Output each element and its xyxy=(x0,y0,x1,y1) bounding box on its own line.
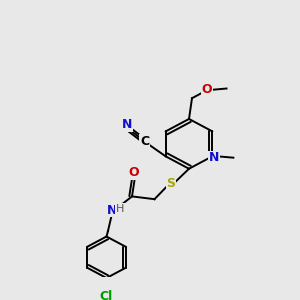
Text: Cl: Cl xyxy=(100,290,113,300)
Text: O: O xyxy=(128,166,139,179)
Text: N: N xyxy=(209,151,219,164)
Text: H: H xyxy=(116,204,124,214)
Text: N: N xyxy=(122,118,132,131)
Text: N: N xyxy=(107,204,118,217)
Text: S: S xyxy=(167,178,176,190)
Text: C: C xyxy=(140,135,149,148)
Text: O: O xyxy=(202,83,212,96)
